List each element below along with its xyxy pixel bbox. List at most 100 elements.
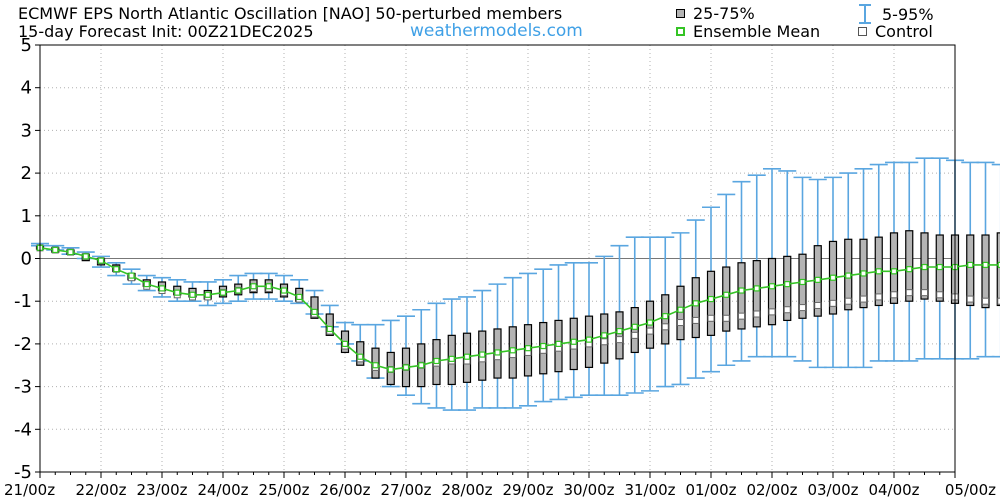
mean-marker xyxy=(601,332,608,339)
mean-marker xyxy=(463,353,471,360)
mean-marker xyxy=(311,308,318,315)
mean-marker xyxy=(524,345,532,352)
control-marker xyxy=(982,297,989,305)
mean-marker xyxy=(845,272,852,279)
mean-marker xyxy=(540,342,547,350)
x-tick-label: 01/00z xyxy=(685,481,736,499)
legend-control-swatch xyxy=(858,27,867,36)
control-marker xyxy=(936,291,944,299)
mean-marker xyxy=(433,357,440,365)
control-marker xyxy=(814,301,822,309)
mean-marker xyxy=(631,323,638,330)
x-tick-label: 29/00z xyxy=(502,481,553,499)
mean-marker xyxy=(280,287,288,294)
control-marker xyxy=(860,295,867,303)
y-axis: 5 4 3 2 1 0 -1 -2 -3 -4 -5 xyxy=(14,35,40,483)
iqr-box xyxy=(722,266,731,332)
mean-marker xyxy=(418,362,425,369)
x-tick-label: 25/00z xyxy=(258,481,309,499)
x-tick-label: 26/00z xyxy=(319,481,370,499)
mean-marker xyxy=(921,263,928,271)
iqr-box xyxy=(905,230,914,302)
control-marker xyxy=(829,299,837,307)
iqr-box xyxy=(752,260,761,328)
mean-marker xyxy=(509,347,516,354)
mean-marker xyxy=(219,289,227,296)
control-marker xyxy=(875,293,883,301)
control-marker xyxy=(799,304,806,312)
control-marker xyxy=(738,312,745,320)
y-tick-label: 4 xyxy=(21,78,32,99)
mean-marker xyxy=(570,338,577,345)
mean-marker xyxy=(158,285,166,292)
mean-marker xyxy=(875,268,882,275)
mean-marker xyxy=(753,285,760,292)
mean-marker xyxy=(402,364,410,371)
mean-marker xyxy=(784,281,791,288)
legend-whisker-icon xyxy=(859,4,871,24)
y-tick-label: 5 xyxy=(21,35,32,56)
iqr-box xyxy=(889,232,899,304)
mean-marker xyxy=(128,272,135,279)
mean-marker xyxy=(82,253,89,260)
control-marker xyxy=(692,316,700,324)
control-marker xyxy=(631,331,639,339)
mean-marker xyxy=(982,261,989,269)
control-marker xyxy=(783,306,791,314)
iqr-box xyxy=(630,307,639,354)
iqr-box xyxy=(706,270,716,336)
site-credit: weathermodels.com xyxy=(410,21,583,41)
box-layer xyxy=(35,230,1000,388)
legend-iqr: 25-75% xyxy=(676,4,755,23)
x-tick-label: 21/00z xyxy=(4,481,55,499)
x-tick-label: 24/00z xyxy=(197,481,248,499)
control-marker xyxy=(921,289,928,297)
mean-marker xyxy=(692,300,699,307)
mean-marker xyxy=(448,355,455,362)
iqr-box xyxy=(691,277,700,339)
y-tick-label: -3 xyxy=(14,377,32,398)
mean-marker xyxy=(52,246,59,254)
x-tick-label: 30/00z xyxy=(563,481,614,499)
mean-marker xyxy=(296,293,303,301)
x-tick-label: 28/00z xyxy=(441,481,492,499)
mean-marker xyxy=(646,319,654,326)
mean-layer xyxy=(36,244,1000,373)
mean-marker xyxy=(829,274,837,281)
chart-subtitle: 15-day Forecast Init: 00Z21DEC2025 xyxy=(18,22,314,41)
control-marker xyxy=(768,308,776,316)
control-marker xyxy=(890,291,898,299)
control-marker xyxy=(722,314,730,322)
mean-marker xyxy=(707,295,715,303)
x-tick-label: 27/00z xyxy=(380,481,431,499)
y-tick-label: 0 xyxy=(21,249,32,270)
iqr-box xyxy=(737,262,746,330)
mean-marker xyxy=(768,283,776,290)
mean-marker xyxy=(67,248,74,256)
y-tick-label: -4 xyxy=(14,419,32,440)
legend-mean: Ensemble Mean xyxy=(676,22,820,41)
mean-marker xyxy=(890,268,898,275)
iqr-box xyxy=(661,294,670,345)
chart-title: ECMWF EPS North Atlantic Oscillation [NA… xyxy=(18,4,563,23)
x-tick-label: 04/00z xyxy=(868,481,919,499)
control-marker xyxy=(616,336,623,344)
mean-marker xyxy=(616,327,623,335)
mean-marker xyxy=(372,362,379,369)
mean-marker xyxy=(479,351,486,358)
mean-marker xyxy=(967,261,974,269)
mean-marker xyxy=(326,325,333,333)
mean-marker xyxy=(387,366,394,373)
iqr-box xyxy=(966,234,975,307)
mean-marker xyxy=(814,276,821,283)
mean-marker xyxy=(189,291,196,298)
control-marker xyxy=(677,319,684,327)
legend-control: Control xyxy=(858,22,933,41)
iqr-box xyxy=(981,234,990,309)
mean-marker xyxy=(97,257,105,264)
x-axis: 21/00z 22/00z 23/00z 24/00z 25/00z 26/00z 27/0… xyxy=(4,472,996,499)
y-tick-label: 1 xyxy=(21,206,32,227)
mean-marker xyxy=(235,287,242,294)
y-tick-label: -5 xyxy=(14,462,32,483)
mean-marker xyxy=(860,270,867,277)
